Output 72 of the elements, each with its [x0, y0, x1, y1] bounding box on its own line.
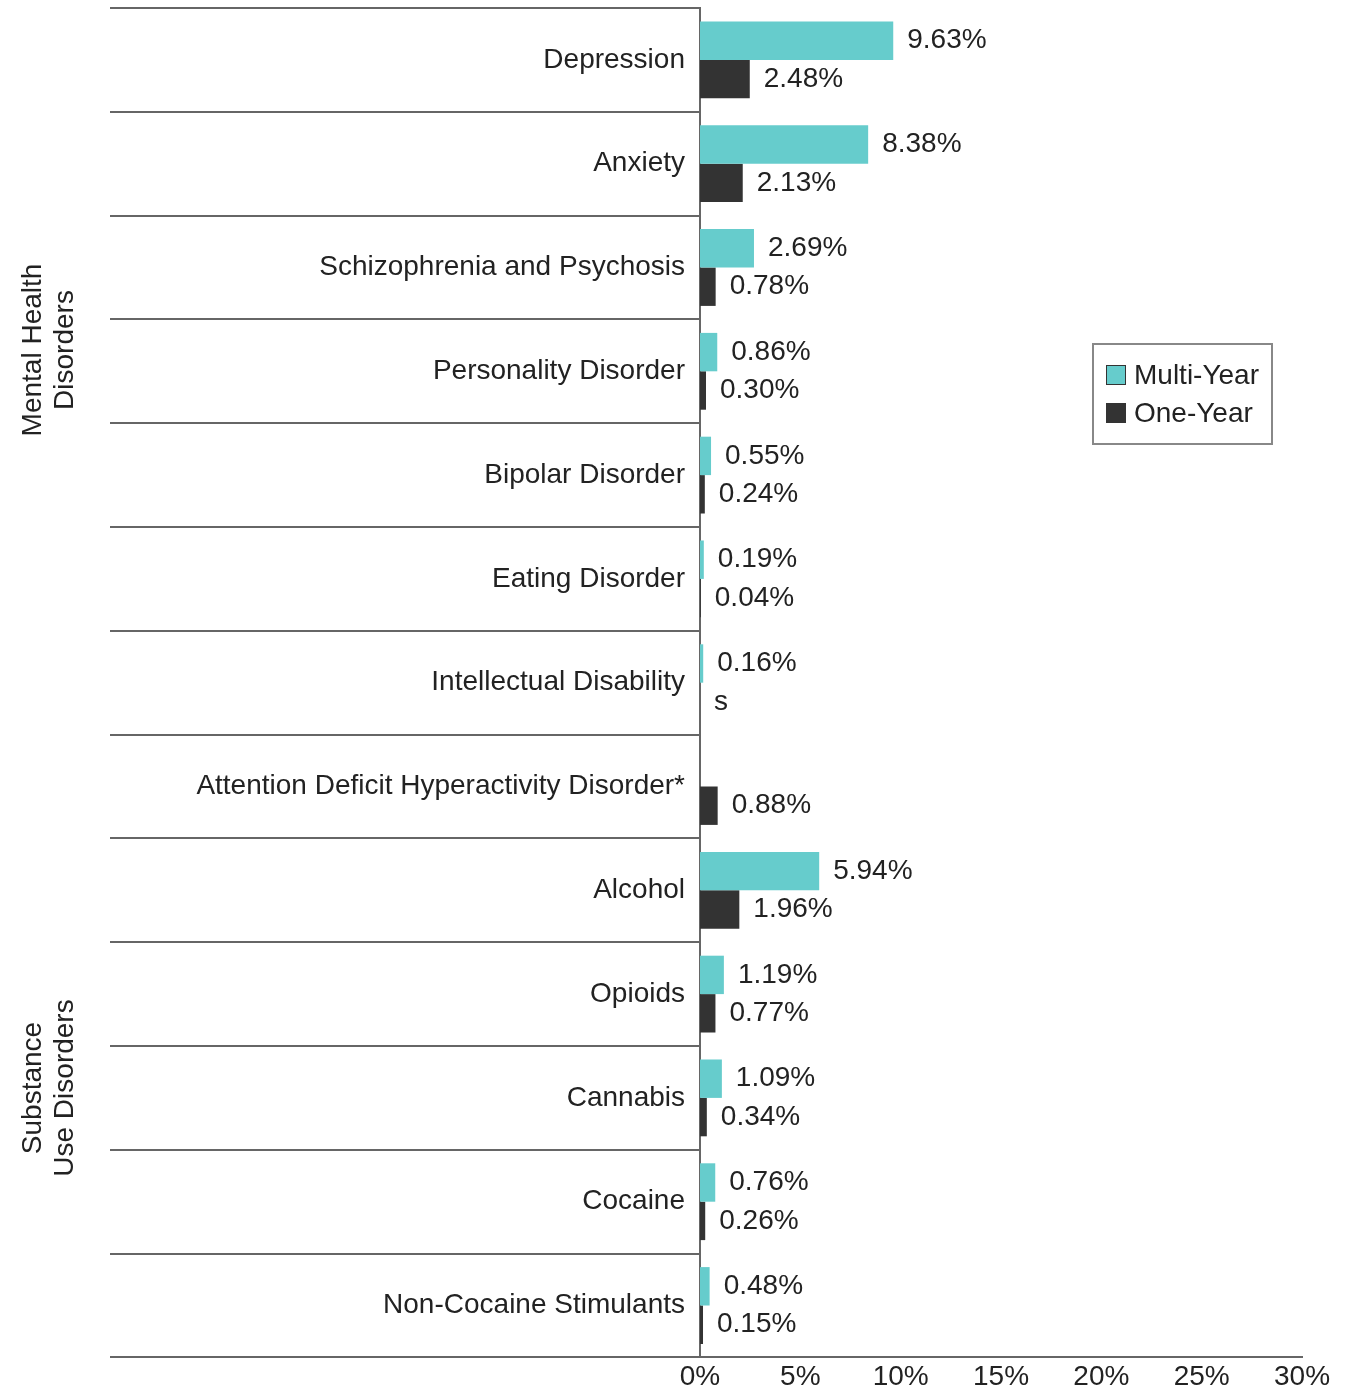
data-label: 2.13% [756, 165, 837, 197]
data-label: 0.15% [717, 1307, 797, 1339]
bar [700, 163, 743, 203]
bar [700, 267, 716, 306]
data-label: 0.30% [720, 373, 800, 405]
bar [700, 851, 820, 891]
text: Mental Health Disorders [16, 262, 80, 439]
y-tick-label: Non-Cocaine Stimulants [383, 1288, 685, 1320]
bar [700, 540, 704, 579]
data-label: 0.88% [731, 788, 812, 820]
x-tick-label: 15% [972, 1359, 1030, 1391]
y-tick-label: Attention Deficit Hyperactivity Disorder* [196, 769, 686, 801]
data-label: 2.48% [763, 61, 844, 93]
data-label: 1.19% [737, 957, 818, 989]
x-tick-label: 5% [780, 1359, 821, 1391]
data-label: 0.19% [717, 542, 798, 574]
y-tick-label: Intellectual Disability [431, 665, 685, 697]
data-label: 1.96% [753, 892, 833, 924]
data-label: 0.24% [718, 477, 799, 509]
y-tick-label: Opioids [590, 976, 685, 1008]
y-tick-label: Schizophrenia and Psychosis [319, 250, 685, 282]
legend-label: Multi-Year [1134, 359, 1260, 391]
data-label: 9.63% [907, 23, 987, 55]
text: Substance Use Disorders [16, 997, 80, 1179]
bar [700, 1267, 710, 1306]
y-tick-label: Anxiety [593, 146, 685, 178]
bar [700, 1305, 704, 1344]
y-tick-label: Cocaine [582, 1184, 685, 1216]
data-label: 0.34% [720, 1099, 801, 1131]
bar [700, 994, 716, 1033]
bar [700, 436, 712, 476]
data-label: 0.86% [731, 334, 811, 366]
bar [700, 125, 869, 164]
y-tick-label: Depression [543, 42, 685, 74]
data-label: 0.78% [729, 269, 810, 301]
y-tick-label: Personality Disorder [432, 354, 685, 386]
y-tick-label: Cannabis [566, 1080, 685, 1112]
x-tick-label: 10% [872, 1359, 929, 1391]
y-tick-label: Bipolar Disorder [484, 457, 685, 489]
bar [700, 332, 718, 372]
data-label: 1.09% [735, 1061, 816, 1093]
bar [700, 890, 740, 929]
bar [700, 21, 894, 60]
bar [700, 475, 705, 514]
bar [700, 1097, 707, 1137]
data-label: 0.77% [729, 996, 809, 1028]
bar [700, 1163, 716, 1202]
data-label: 0.26% [719, 1203, 799, 1235]
bar [700, 1201, 706, 1241]
x-tick-label: 0% [679, 1359, 721, 1391]
y-tick-label: Alcohol [593, 873, 685, 905]
text: s [714, 684, 728, 716]
data-label: 5.94% [833, 853, 913, 885]
bar [700, 1059, 722, 1098]
data-label: 0.04% [714, 580, 795, 612]
legend-label: One-Year [1134, 397, 1253, 429]
bar [700, 786, 718, 825]
data-label: 0.48% [723, 1269, 804, 1301]
data-label: 8.38% [882, 127, 962, 159]
data-label: 0.76% [729, 1165, 809, 1197]
bar [700, 229, 754, 268]
x-tick-label: 30% [1273, 1359, 1331, 1391]
data-label: 2.69% [767, 231, 848, 263]
data-label: 0.16% [717, 646, 797, 678]
data-label: 0.55% [725, 438, 805, 470]
bar [700, 59, 750, 99]
x-tick-label: 25% [1173, 1359, 1230, 1391]
y-tick-label: Eating Disorder [492, 561, 685, 593]
x-tick-label: 20% [1073, 1359, 1130, 1391]
bar [700, 644, 704, 683]
bar [700, 955, 724, 995]
bar [700, 371, 707, 410]
